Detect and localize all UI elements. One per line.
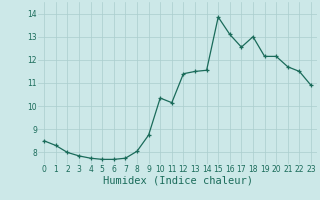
X-axis label: Humidex (Indice chaleur): Humidex (Indice chaleur) [103,176,252,186]
